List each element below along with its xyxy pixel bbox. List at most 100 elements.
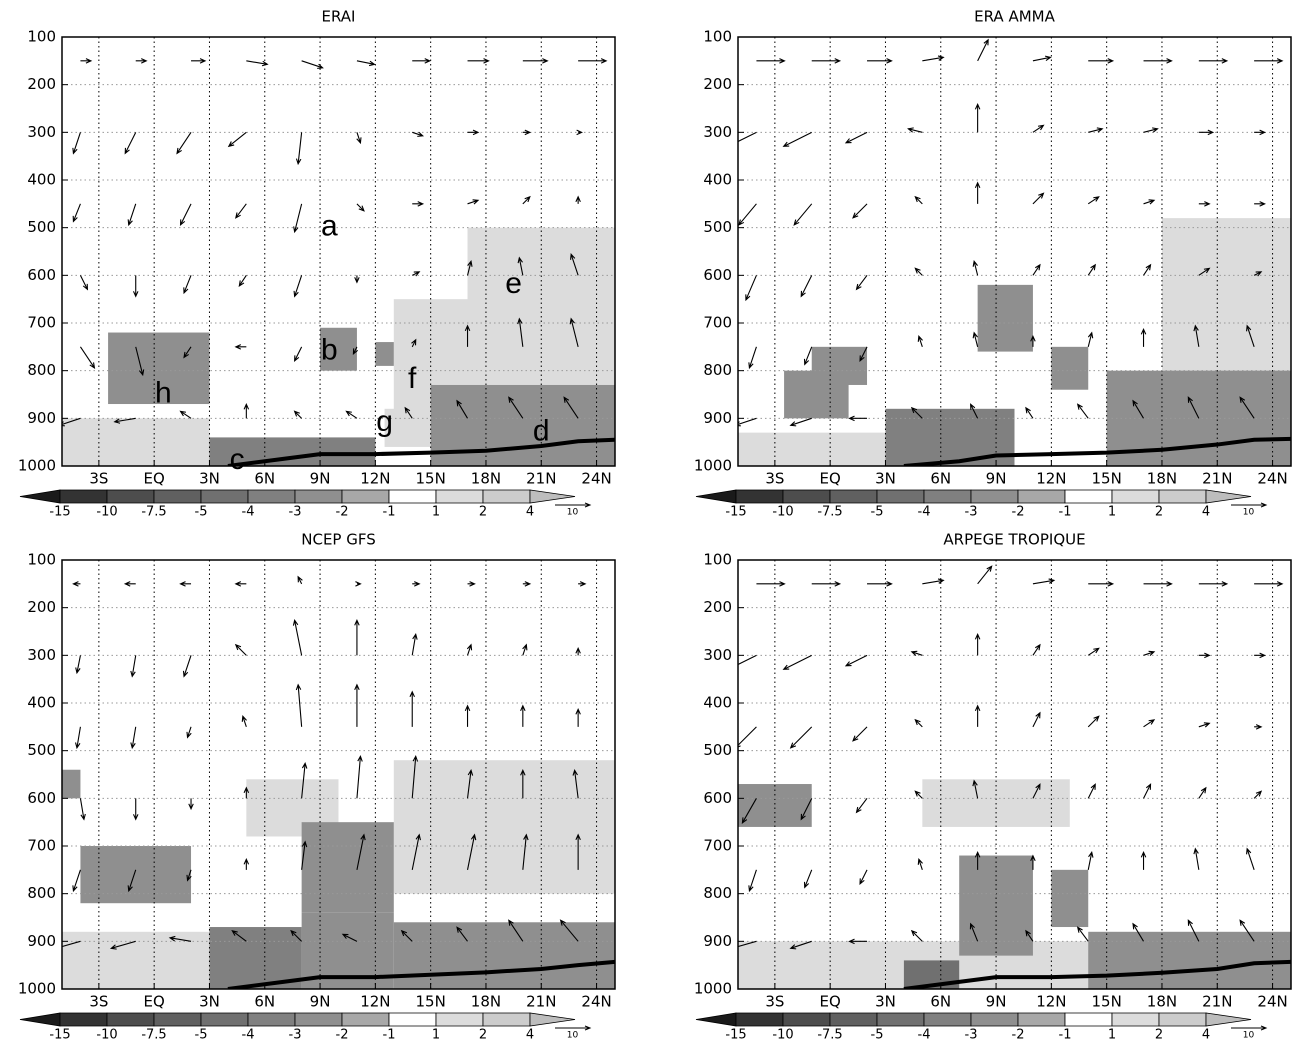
annotation: g — [376, 405, 393, 438]
plot-area — [62, 560, 615, 989]
wind-vector — [977, 565, 993, 585]
shaded-region — [738, 784, 812, 827]
colorbar-segment — [482, 489, 531, 504]
wind-vector — [1254, 58, 1284, 64]
colorbar-segment — [247, 1012, 296, 1027]
wind-vector — [1143, 783, 1152, 799]
x-tick-label: 3S — [765, 470, 784, 488]
wind-vector — [179, 410, 192, 419]
wind-vector — [345, 410, 358, 419]
wind-vector — [467, 58, 490, 64]
wind-vector — [183, 275, 192, 295]
colorbar-segment — [1205, 489, 1252, 504]
wind-vector — [412, 131, 425, 137]
wind-vector — [135, 346, 145, 377]
x-tick-label: 3S — [765, 993, 784, 1011]
y-tick-label: 800 — [27, 884, 56, 902]
wind-vector — [1198, 786, 1207, 799]
colorbar-segment — [923, 1012, 972, 1027]
colorbar-segment — [294, 1012, 343, 1027]
wind-vector — [522, 129, 532, 136]
x-tick-label: 6N — [930, 470, 951, 488]
wind-vector — [1198, 58, 1229, 64]
wind-vector — [301, 60, 324, 69]
wind-vector — [741, 798, 757, 824]
wind-vector — [354, 275, 360, 284]
wind-vector — [238, 275, 247, 287]
wind-vector — [1198, 201, 1211, 207]
wind-vector — [354, 618, 360, 656]
wind-vector — [412, 58, 432, 64]
wind-vector — [1087, 851, 1094, 870]
wind-vector — [227, 131, 247, 148]
annotation: c — [230, 443, 245, 476]
wind-vector — [188, 798, 194, 811]
y-tick-label: 500 — [703, 218, 732, 236]
colorbar-segment — [829, 1012, 878, 1027]
wind-vector — [1132, 922, 1145, 942]
colorbar-segment — [482, 1012, 531, 1027]
plot-frame — [61, 36, 616, 467]
shaded-region — [393, 760, 615, 894]
wind-vector — [1087, 647, 1100, 656]
annotation: h — [155, 376, 172, 409]
shaded-region — [108, 332, 210, 405]
colorbar-segment — [1064, 489, 1113, 504]
wind-vector — [466, 643, 473, 656]
wind-vector — [1246, 847, 1255, 871]
wind-vector — [789, 417, 812, 427]
wind-vector — [466, 833, 477, 870]
shaded-region — [1051, 869, 1089, 928]
wind-vector — [1198, 129, 1215, 136]
colorbar-segment — [1064, 1012, 1113, 1027]
colorbar-segment — [695, 1012, 737, 1027]
reference-vector-label: 10 — [567, 508, 579, 518]
colorbar-segment — [200, 489, 249, 504]
colorbar-segment — [782, 1012, 831, 1027]
wind-vector — [1193, 847, 1200, 870]
wind-vector — [575, 707, 581, 727]
wind-vector — [972, 331, 979, 347]
wind-vector — [301, 840, 308, 870]
colorbar-segment — [695, 489, 737, 504]
x-tick-label: 3N — [199, 470, 220, 488]
wind-vector — [411, 338, 417, 348]
wind-vector — [738, 131, 757, 143]
x-tick-label: EQ — [820, 470, 841, 488]
x-tick-label: 21N — [526, 993, 556, 1011]
wind-vector — [576, 129, 583, 136]
wind-vector — [844, 654, 868, 667]
wind-vector — [132, 275, 139, 298]
wind-vector — [292, 619, 303, 656]
panel-title: ARPEGE TROPIQUE — [943, 531, 1085, 549]
x-tick-label: 15N — [416, 470, 446, 488]
wind-vector — [855, 798, 868, 814]
wind-vector — [1076, 926, 1089, 942]
y-tick-label: 900 — [703, 409, 732, 427]
x-tick-label: 21N — [1202, 993, 1232, 1011]
colorbar-label: 4 — [1202, 1028, 1210, 1042]
shaded-region — [738, 432, 886, 466]
wind-vector — [293, 203, 303, 234]
wind-vector — [467, 129, 480, 136]
wind-vector — [130, 726, 137, 750]
wind-vector — [246, 60, 269, 67]
colorbar-label: 1 — [432, 505, 440, 520]
wind-vector — [756, 581, 786, 587]
wind-vector — [1032, 263, 1041, 276]
y-tick-label: 400 — [703, 171, 732, 189]
wind-vector — [356, 754, 363, 799]
wind-vector — [356, 132, 362, 145]
wind-vector — [1032, 55, 1052, 62]
annotation: d — [533, 415, 550, 448]
colorbar-segment — [388, 489, 437, 504]
colorbar-segment — [1017, 489, 1066, 504]
colorbar-segment — [341, 489, 390, 504]
wind-vector — [575, 195, 581, 204]
wind-vector — [800, 275, 813, 298]
y-tick-label: 100 — [27, 551, 56, 569]
wind-vector — [914, 790, 923, 799]
y-tick-label: 700 — [27, 314, 56, 332]
wind-vector — [293, 410, 303, 419]
